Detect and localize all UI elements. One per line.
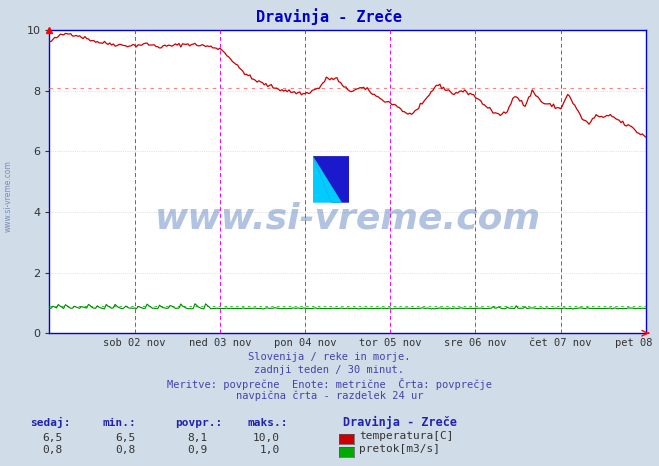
Text: 1,0: 1,0 [260, 445, 280, 455]
Text: 10,0: 10,0 [253, 433, 280, 443]
Text: min.:: min.: [102, 418, 136, 428]
Text: navpična črta - razdelek 24 ur: navpična črta - razdelek 24 ur [236, 391, 423, 402]
Text: Slovenija / reke in morje.: Slovenija / reke in morje. [248, 352, 411, 362]
Text: pretok[m3/s]: pretok[m3/s] [359, 444, 440, 454]
Text: Dravinja - Zreče: Dravinja - Zreče [343, 416, 457, 429]
Text: Meritve: povprečne  Enote: metrične  Črta: povprečje: Meritve: povprečne Enote: metrične Črta:… [167, 378, 492, 390]
Text: www.si-vreme.com: www.si-vreme.com [3, 160, 13, 232]
Text: 0,9: 0,9 [187, 445, 208, 455]
Text: 8,1: 8,1 [187, 433, 208, 443]
Text: zadnji teden / 30 minut.: zadnji teden / 30 minut. [254, 365, 405, 375]
Polygon shape [313, 156, 331, 179]
Text: 6,5: 6,5 [115, 433, 135, 443]
Polygon shape [313, 156, 331, 203]
Text: 0,8: 0,8 [115, 445, 135, 455]
Text: 0,8: 0,8 [42, 445, 63, 455]
Text: maks.:: maks.: [247, 418, 287, 428]
Polygon shape [313, 156, 349, 203]
Text: sedaj:: sedaj: [30, 418, 70, 428]
Text: temperatura[C]: temperatura[C] [359, 431, 453, 441]
Text: povpr.:: povpr.: [175, 418, 222, 428]
Polygon shape [313, 156, 342, 203]
Text: 6,5: 6,5 [42, 433, 63, 443]
Text: Dravinja - Zreče: Dravinja - Zreče [256, 8, 403, 25]
Text: www.si-vreme.com: www.si-vreme.com [155, 201, 540, 235]
